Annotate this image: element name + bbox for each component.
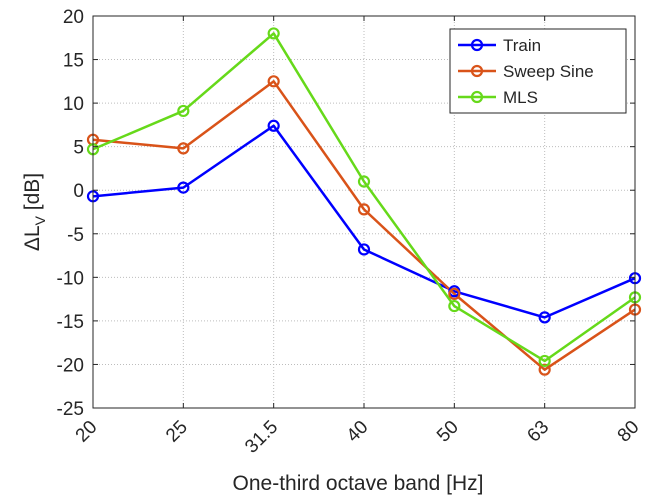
data-point [357, 175, 371, 188]
y-tick-label: -25 [57, 399, 84, 420]
data-point [267, 27, 280, 40]
data-point [267, 75, 280, 88]
x-tick-labels: 20 25 31.5 40 50 63 80 [72, 417, 644, 458]
x-tick-label: 40 [343, 417, 373, 447]
x-tick-label: 25 [162, 417, 192, 447]
y-axis-label-main: ΔL [21, 225, 44, 251]
legend-swatch-marker [470, 64, 484, 78]
data-point [538, 311, 551, 324]
data-point [267, 119, 280, 132]
y-tick-label: 10 [63, 94, 84, 115]
data-point [177, 142, 190, 155]
data-point [448, 299, 461, 313]
y-tick-label: -10 [57, 268, 84, 289]
legend-swatch-marker [470, 90, 484, 104]
x-tick-label: 80 [614, 417, 644, 447]
data-point [177, 104, 190, 118]
y-tick-label: 0 [73, 181, 84, 202]
y-tick-labels: 20 15 10 5 0 -5 -10 -15 -20 -25 [57, 7, 84, 420]
series-line [92, 124, 636, 319]
y-axis-label: ΔLV [dB] [21, 173, 48, 251]
y-axis-label-subscript: V [32, 215, 48, 225]
y-tick-label: -15 [57, 312, 84, 333]
data-point [357, 243, 371, 256]
legend-entry-label: MLS [503, 88, 538, 107]
y-tick-label: -20 [57, 355, 84, 376]
x-tick-label: 20 [72, 417, 102, 447]
x-tick-label: 31.5 [241, 417, 282, 458]
x-tick-label: 63 [523, 417, 553, 447]
legend-entry-label: Sweep Sine [503, 62, 594, 81]
legend-entry-label: Train [503, 36, 541, 55]
y-tick-label: -5 [67, 225, 84, 246]
data-point [538, 354, 551, 368]
y-tick-label: 20 [63, 7, 84, 28]
data-point [448, 287, 461, 300]
series-line [92, 80, 636, 371]
y-tick-label: 5 [73, 138, 84, 159]
series-lines [92, 32, 636, 371]
data-point [538, 363, 551, 376]
axis-ticks [92, 15, 636, 409]
x-tick-label: 50 [433, 417, 463, 447]
data-point [357, 203, 371, 216]
legend: Train Sweep Sine MLS [449, 28, 627, 114]
legend-swatch-marker [470, 38, 484, 52]
series-markers [86, 27, 642, 376]
y-tick-label: 15 [63, 51, 84, 72]
series-line [92, 32, 636, 363]
x-axis-label: One-third octave band [Hz] [233, 472, 484, 495]
data-point [177, 181, 190, 194]
y-axis-label-unit: [dB] [21, 173, 44, 216]
